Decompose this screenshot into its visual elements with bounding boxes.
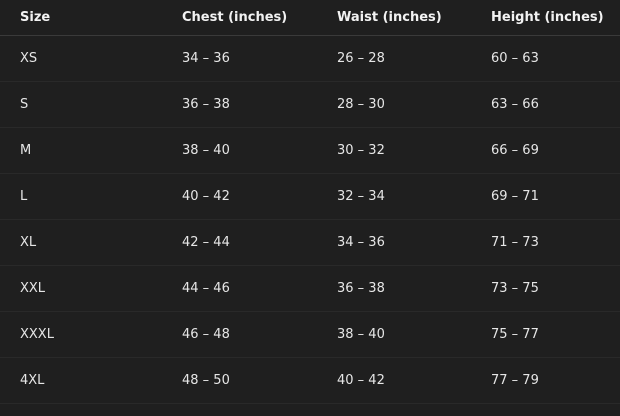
header-cell: Waist (inches) (337, 10, 442, 25)
table-cell: 40 – 42 (182, 189, 230, 204)
table-cell: 73 – 75 (491, 281, 539, 296)
table-cell: XL (20, 235, 37, 250)
table-cell: XXXL (20, 327, 54, 342)
header-cell: Size (20, 10, 51, 25)
table-cell: 38 – 40 (182, 143, 230, 158)
table-cell: 34 – 36 (182, 51, 230, 66)
header-cell: Chest (inches) (182, 10, 288, 25)
table-row: M 38 – 40 30 – 32 66 – 69 (0, 128, 620, 174)
table-cell: 46 – 48 (182, 327, 230, 342)
table-row: XXXL 46 – 48 38 – 40 75 – 77 (0, 312, 620, 358)
table-row: XXL 44 – 46 36 – 38 73 – 75 (0, 266, 620, 312)
table-cell: L (20, 189, 28, 204)
table-cell: 66 – 69 (491, 143, 539, 158)
table-cell: S (20, 97, 29, 112)
table-cell: 26 – 28 (337, 51, 385, 66)
table-row: XL 42 – 44 34 – 36 71 – 73 (0, 220, 620, 266)
table-cell: 34 – 36 (337, 235, 385, 250)
table-row: L 40 – 42 32 – 34 69 – 71 (0, 174, 620, 220)
table-cell: 42 – 44 (182, 235, 230, 250)
header-cell: Height (inches) (491, 10, 604, 25)
table-cell: 28 – 30 (337, 97, 385, 112)
table-cell: M (20, 143, 32, 158)
table-cell: 32 – 34 (337, 189, 385, 204)
table-cell: XS (20, 51, 38, 66)
table-row: XS 34 – 36 26 – 28 60 – 63 (0, 36, 620, 82)
table-cell: 60 – 63 (491, 51, 539, 66)
table-cell: 48 – 50 (182, 373, 230, 388)
table-cell: 71 – 73 (491, 235, 539, 250)
header-row: Size Chest (inches) Waist (inches) Height (… (0, 0, 620, 36)
table-cell: 77 – 79 (491, 373, 539, 388)
table-cell: 36 – 38 (182, 97, 230, 112)
table-row: 4XL 48 – 50 40 – 42 77 – 79 (0, 358, 620, 404)
table-cell: 38 – 40 (337, 327, 385, 342)
table-cell: 63 – 66 (491, 97, 539, 112)
table-cell: 75 – 77 (491, 327, 539, 342)
table-cell: 44 – 46 (182, 281, 230, 296)
table-cell: 69 – 71 (491, 189, 539, 204)
table-row: S 36 – 38 28 – 30 63 – 66 (0, 82, 620, 128)
table-cell: 30 – 32 (337, 143, 385, 158)
table-cell: XXL (20, 281, 46, 296)
table-cell: 40 – 42 (337, 373, 385, 388)
table-cell: 4XL (20, 373, 45, 388)
table-cell: 36 – 38 (337, 281, 385, 296)
